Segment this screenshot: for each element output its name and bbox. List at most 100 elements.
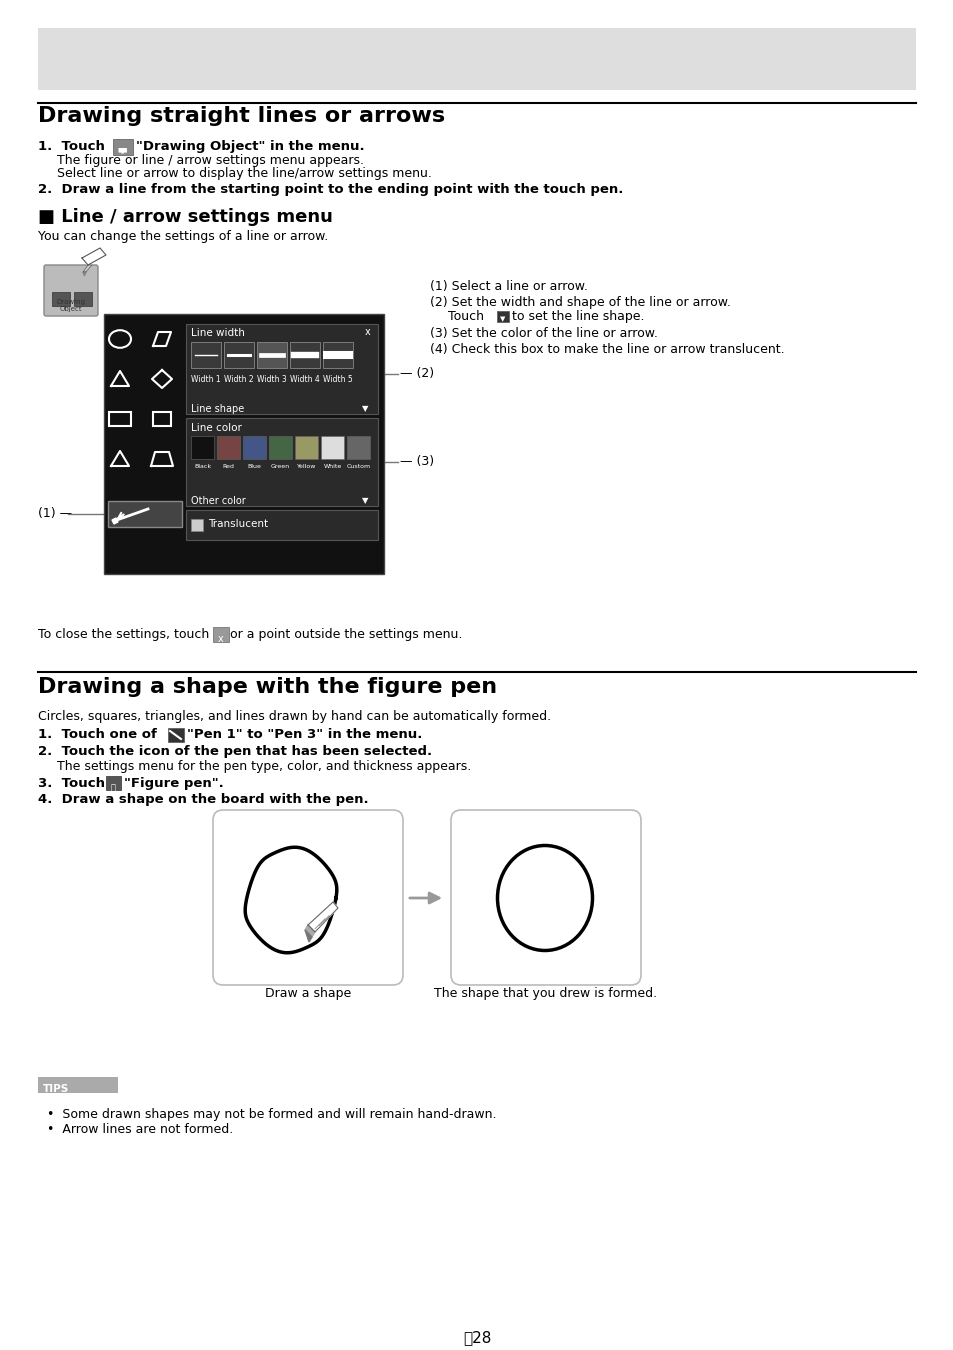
Text: Other color: Other color [191, 495, 246, 506]
Text: 1.  Touch: 1. Touch [38, 140, 105, 153]
Text: Drawing straight lines or arrows: Drawing straight lines or arrows [38, 107, 445, 126]
Text: or a point outside the settings menu.: or a point outside the settings menu. [230, 628, 462, 641]
Text: "Drawing Object" in the menu.: "Drawing Object" in the menu. [136, 140, 364, 153]
Bar [216, 436, 240, 459]
Text: Width 1: Width 1 [191, 375, 220, 383]
Text: Translucent: Translucent [208, 518, 268, 529]
Text: 2.  Draw a line from the starting point to the ending point with the touch pen.: 2. Draw a line from the starting point t… [38, 184, 622, 196]
Text: 3.  Touch: 3. Touch [38, 778, 105, 790]
Text: Blue: Blue [247, 464, 261, 468]
Text: Line color: Line color [191, 423, 242, 433]
Text: Line shape: Line shape [191, 404, 244, 414]
Bar [186, 510, 377, 540]
Text: To close the settings, touch: To close the settings, touch [38, 628, 213, 641]
Text: — (3): — (3) [399, 455, 434, 468]
Polygon shape [308, 902, 337, 932]
Text: Custom: Custom [346, 464, 370, 468]
Text: ■■: ■■ [117, 147, 128, 153]
Bar [294, 436, 317, 459]
Polygon shape [83, 265, 91, 271]
Bar [104, 315, 384, 574]
Text: Yellow: Yellow [296, 464, 315, 468]
Ellipse shape [497, 845, 592, 950]
Polygon shape [82, 248, 106, 265]
Text: The settings menu for the pen type, color, and thickness appears.: The settings menu for the pen type, colo… [57, 760, 471, 774]
Bar [191, 518, 203, 531]
Text: (1) —: (1) — [38, 508, 72, 521]
Polygon shape [305, 930, 312, 942]
Text: (4) Check this box to make the line or arrow translucent.: (4) Check this box to make the line or a… [430, 343, 783, 356]
Text: ▲: ▲ [121, 151, 125, 155]
Bar [269, 436, 292, 459]
FancyBboxPatch shape [451, 810, 640, 986]
Bar [497, 310, 509, 323]
Text: Draw a shape: Draw a shape [265, 987, 351, 1000]
Polygon shape [305, 925, 314, 937]
Text: (4): (4) [191, 545, 209, 558]
Text: Width 2: Width 2 [224, 375, 253, 383]
Text: Width 3: Width 3 [257, 375, 287, 383]
Text: 2.  Touch the icon of the pen that has been selected.: 2. Touch the icon of the pen that has be… [38, 745, 432, 757]
Bar [74, 292, 91, 306]
Text: "Pen 1" to "Pen 3" in the menu.: "Pen 1" to "Pen 3" in the menu. [187, 728, 422, 741]
FancyBboxPatch shape [213, 626, 229, 643]
Text: Width 4: Width 4 [290, 375, 319, 383]
Text: x: x [364, 327, 370, 338]
Text: Width 5: Width 5 [323, 375, 353, 383]
Text: — (2): — (2) [399, 367, 434, 381]
Polygon shape [112, 518, 118, 524]
Bar [152, 412, 171, 427]
Text: ⓔ28: ⓔ28 [462, 1330, 491, 1345]
Text: The shape that you drew is formed.: The shape that you drew is formed. [434, 987, 657, 1000]
Bar [243, 436, 266, 459]
Text: (1) Select a line or arrow.: (1) Select a line or arrow. [430, 279, 587, 293]
Polygon shape [83, 271, 86, 275]
Bar [191, 436, 213, 459]
Text: Red: Red [222, 464, 234, 468]
Text: (3) Set the color of the line or arrow.: (3) Set the color of the line or arrow. [430, 327, 658, 340]
Bar [320, 436, 344, 459]
Text: Black: Black [193, 464, 211, 468]
Bar [52, 292, 70, 306]
Text: ■ Line / arrow settings menu: ■ Line / arrow settings menu [38, 208, 333, 225]
Bar [191, 342, 221, 369]
Text: You can change the settings of a line or arrow.: You can change the settings of a line or… [38, 230, 328, 243]
Text: 1.  Touch one of: 1. Touch one of [38, 728, 156, 741]
Text: •  Arrow lines are not formed.: • Arrow lines are not formed. [47, 1123, 233, 1135]
Text: Touch: Touch [448, 310, 483, 323]
Text: •  Some drawn shapes may not be formed and will remain hand-drawn.: • Some drawn shapes may not be formed an… [47, 1108, 496, 1120]
Text: Drawing a shape with the figure pen: Drawing a shape with the figure pen [38, 676, 497, 697]
Bar [224, 342, 253, 369]
Text: TIPS: TIPS [43, 1084, 70, 1094]
Text: Drawing
Object: Drawing Object [56, 298, 86, 312]
Text: x: x [218, 634, 224, 644]
Bar [108, 501, 182, 526]
Text: Green: Green [271, 464, 290, 468]
Text: ▼: ▼ [361, 404, 368, 413]
Text: Select line or arrow to display the line/arrow settings menu.: Select line or arrow to display the line… [57, 167, 432, 180]
Text: to set the line shape.: to set the line shape. [512, 310, 644, 323]
FancyBboxPatch shape [44, 265, 98, 316]
Bar [186, 418, 377, 506]
Text: ▼: ▼ [361, 495, 368, 505]
Bar [323, 342, 353, 369]
Bar [186, 324, 377, 414]
Bar [38, 1077, 118, 1094]
Text: "Figure pen".: "Figure pen". [124, 778, 224, 790]
FancyBboxPatch shape [112, 139, 132, 155]
Bar [106, 776, 121, 790]
Text: Line width: Line width [191, 328, 245, 338]
Text: (2) Set the width and shape of the line or arrow.: (2) Set the width and shape of the line … [430, 296, 730, 309]
Bar [290, 342, 319, 369]
Bar [256, 342, 287, 369]
Bar [347, 436, 370, 459]
Text: Circles, squares, triangles, and lines drawn by hand can be automatically formed: Circles, squares, triangles, and lines d… [38, 710, 551, 724]
Bar [168, 728, 184, 743]
Bar [38, 28, 915, 90]
Text: White: White [323, 464, 341, 468]
Bar [109, 412, 131, 427]
Text: 4.  Draw a shape on the board with the pen.: 4. Draw a shape on the board with the pe… [38, 792, 368, 806]
FancyBboxPatch shape [213, 810, 402, 986]
Text: The figure or line / arrow settings menu appears.: The figure or line / arrow settings menu… [57, 154, 364, 167]
Text: ▼: ▼ [499, 316, 505, 323]
